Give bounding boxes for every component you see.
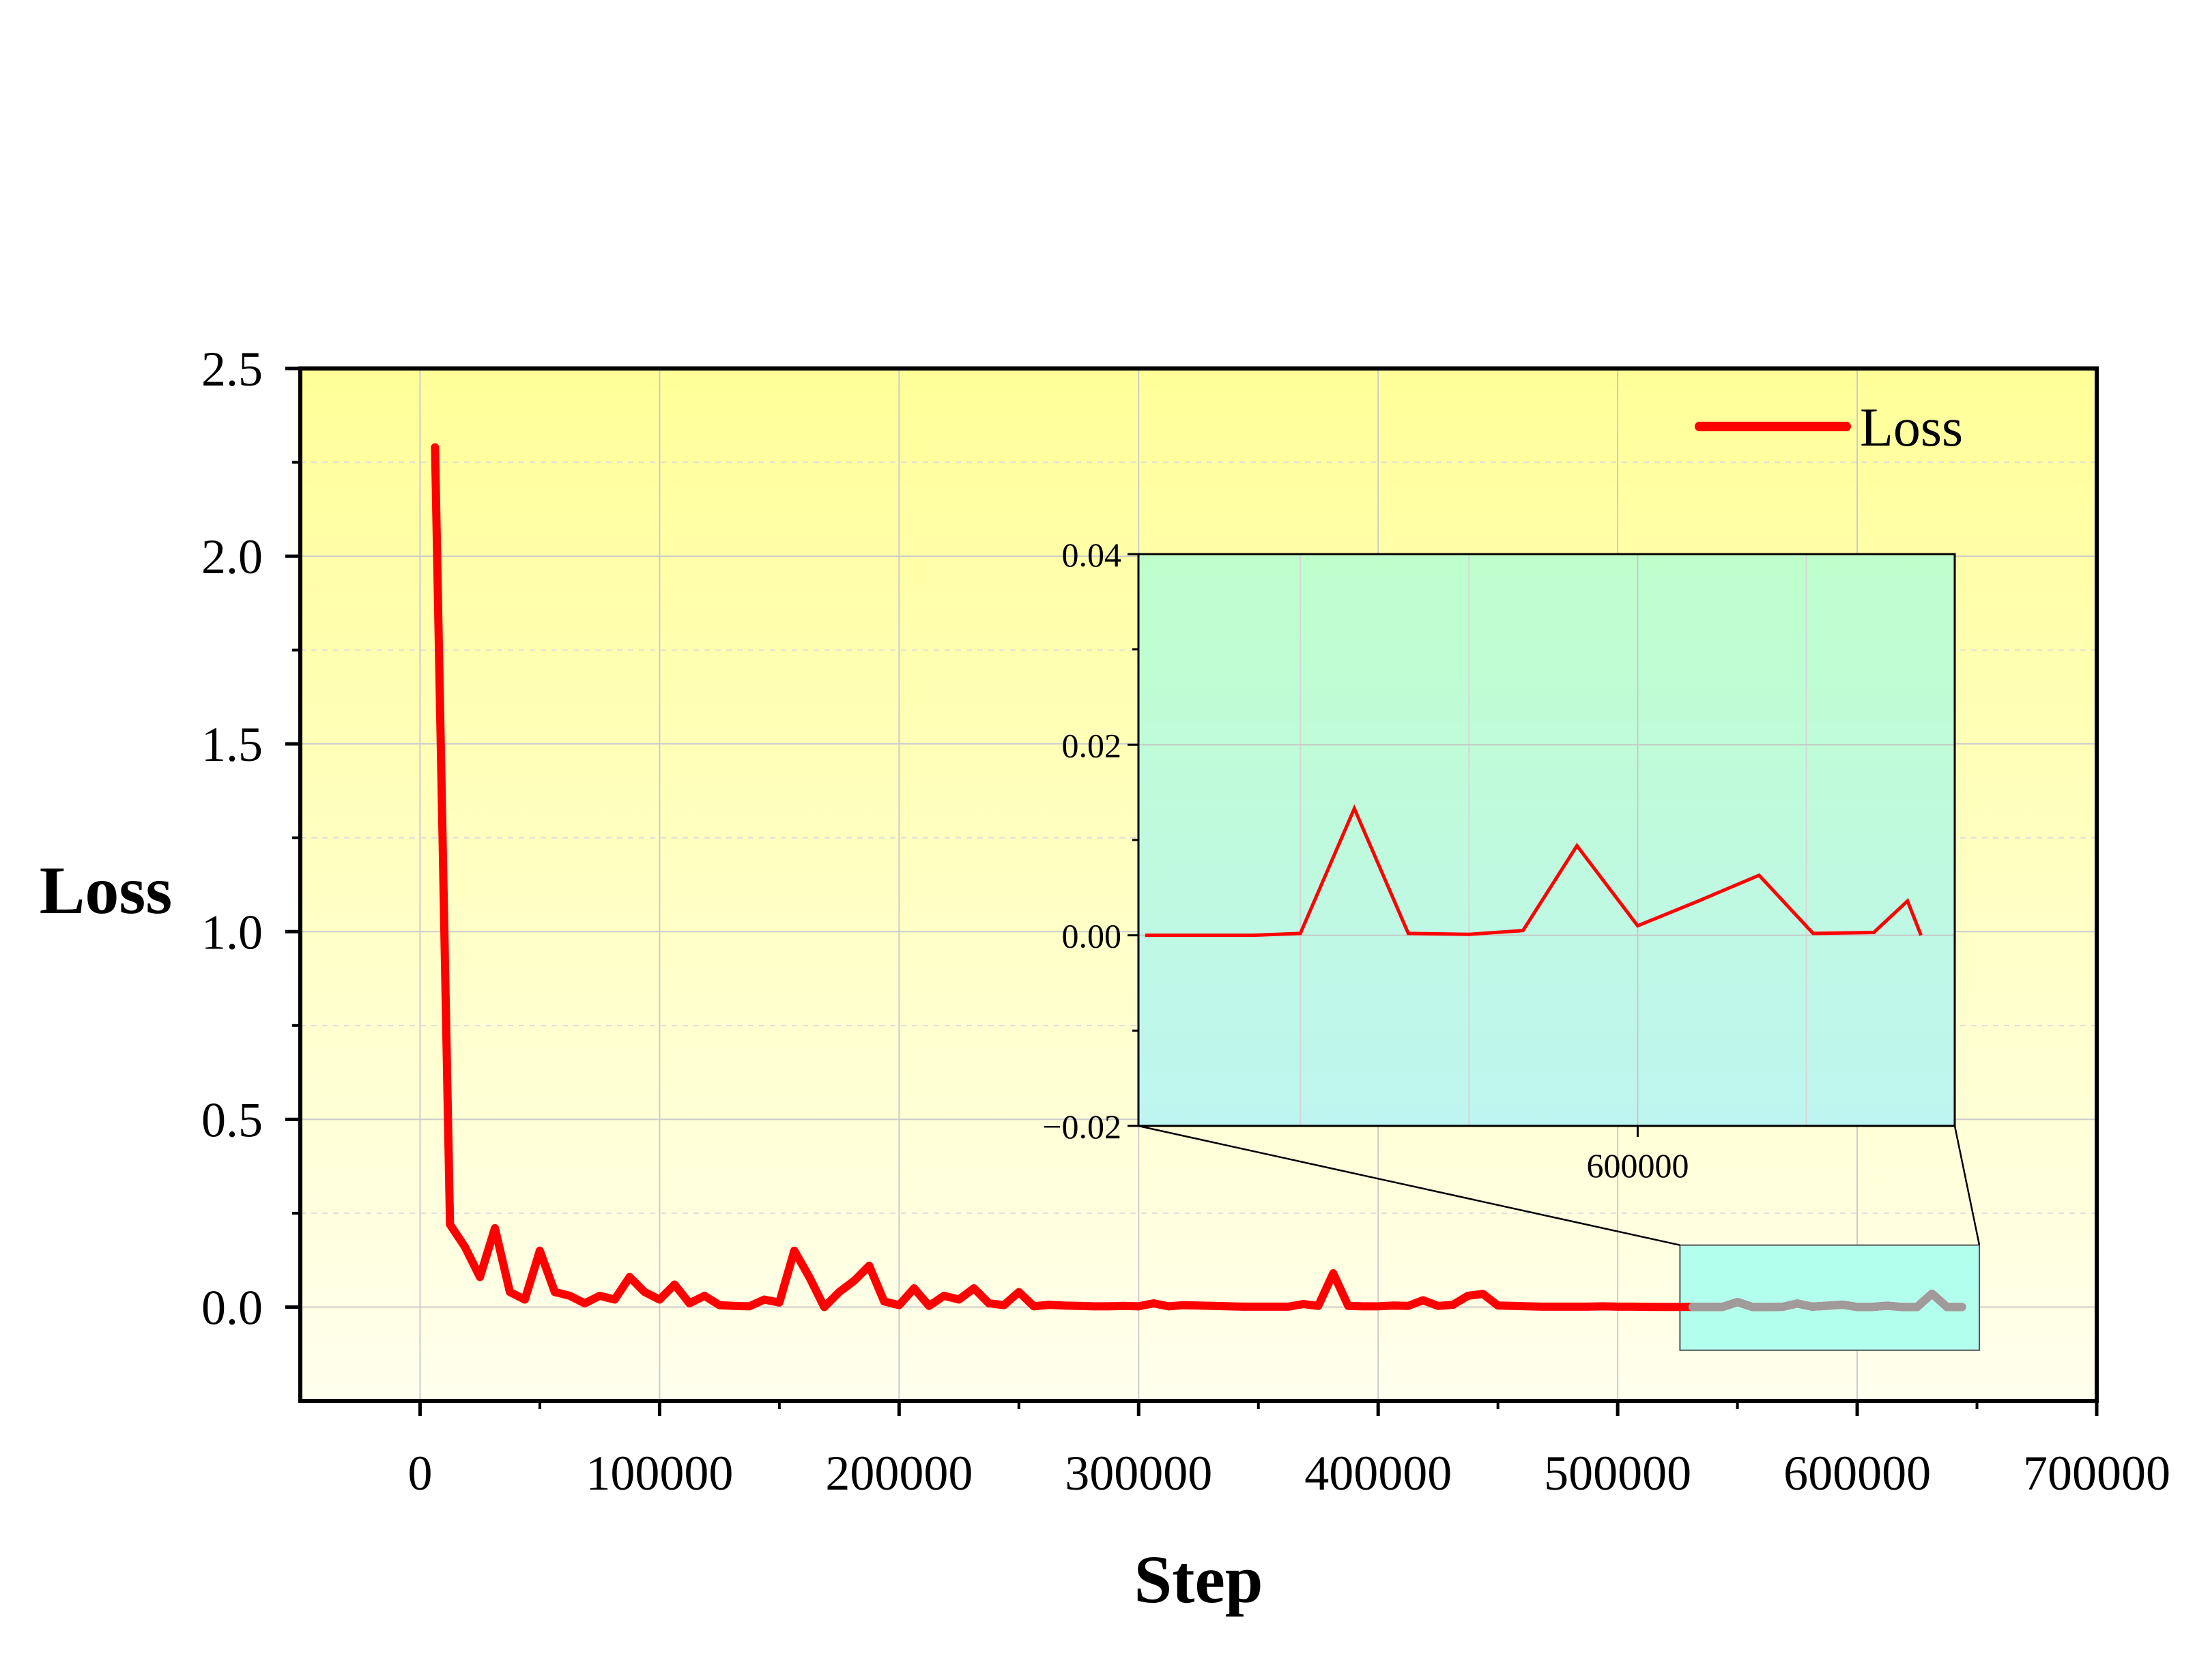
main-series [431, 443, 1966, 1312]
x-tick-label: 200000 [825, 1446, 973, 1501]
inset-x-tick-label: 600000 [1586, 1146, 1689, 1185]
connector-left [1138, 1125, 1680, 1246]
y-tick-label: 0.5 [201, 1092, 263, 1147]
inset-y-tick-label: 0.02 [1062, 726, 1122, 764]
x-tick-label: 500000 [1544, 1446, 1691, 1501]
inset-x-ticks: 600000 [1586, 1126, 1689, 1185]
y-axis-title: Loss [40, 852, 173, 928]
x-tick-label: 100000 [586, 1446, 733, 1501]
inset-loss-line [1145, 804, 1923, 938]
loss-line-zoomed [1688, 1289, 1966, 1312]
inset-chart: −0.02 0.00 0.02 0.04 600000 [1042, 536, 1956, 1185]
legend-label: Loss [1860, 398, 1963, 458]
inset-y-tick-label: 0.04 [1062, 536, 1122, 574]
x-axis-title: Step [1134, 1541, 1263, 1617]
y-tick-label: 1.0 [201, 905, 263, 959]
x-tick-label: 0 [407, 1446, 432, 1501]
x-tick-label: 300000 [1065, 1446, 1212, 1501]
y-tick-label: 2.5 [201, 342, 263, 396]
x-tick-label: 700000 [2023, 1446, 2170, 1501]
x-axis-ticks: 0 100000 200000 300000 400000 500000 600000 700… [407, 1401, 2170, 1501]
y-tick-label: 0.0 [201, 1280, 263, 1335]
inset-y-tick-label: −0.02 [1042, 1107, 1121, 1146]
inset-y-tick-label: 0.00 [1062, 917, 1122, 955]
plot-frame [298, 366, 2099, 1403]
y-axis-ticks: 0.0 0.5 1.0 1.5 2.0 2.5 [201, 342, 300, 1335]
y-tick-label: 1.5 [201, 717, 263, 772]
legend: Loss [1695, 398, 1963, 458]
inset-y-ticks: −0.02 0.00 0.02 0.04 [1042, 536, 1138, 1146]
x-tick-label: 600000 [1783, 1446, 1931, 1501]
inset-plot-area [1138, 554, 1955, 1126]
inset-series [1145, 804, 1923, 938]
x-tick-label: 400000 [1304, 1446, 1452, 1501]
inset-connector-lines [1138, 1125, 1981, 1246]
y-tick-label: 2.0 [201, 530, 263, 584]
connector-right [1953, 1125, 1981, 1245]
